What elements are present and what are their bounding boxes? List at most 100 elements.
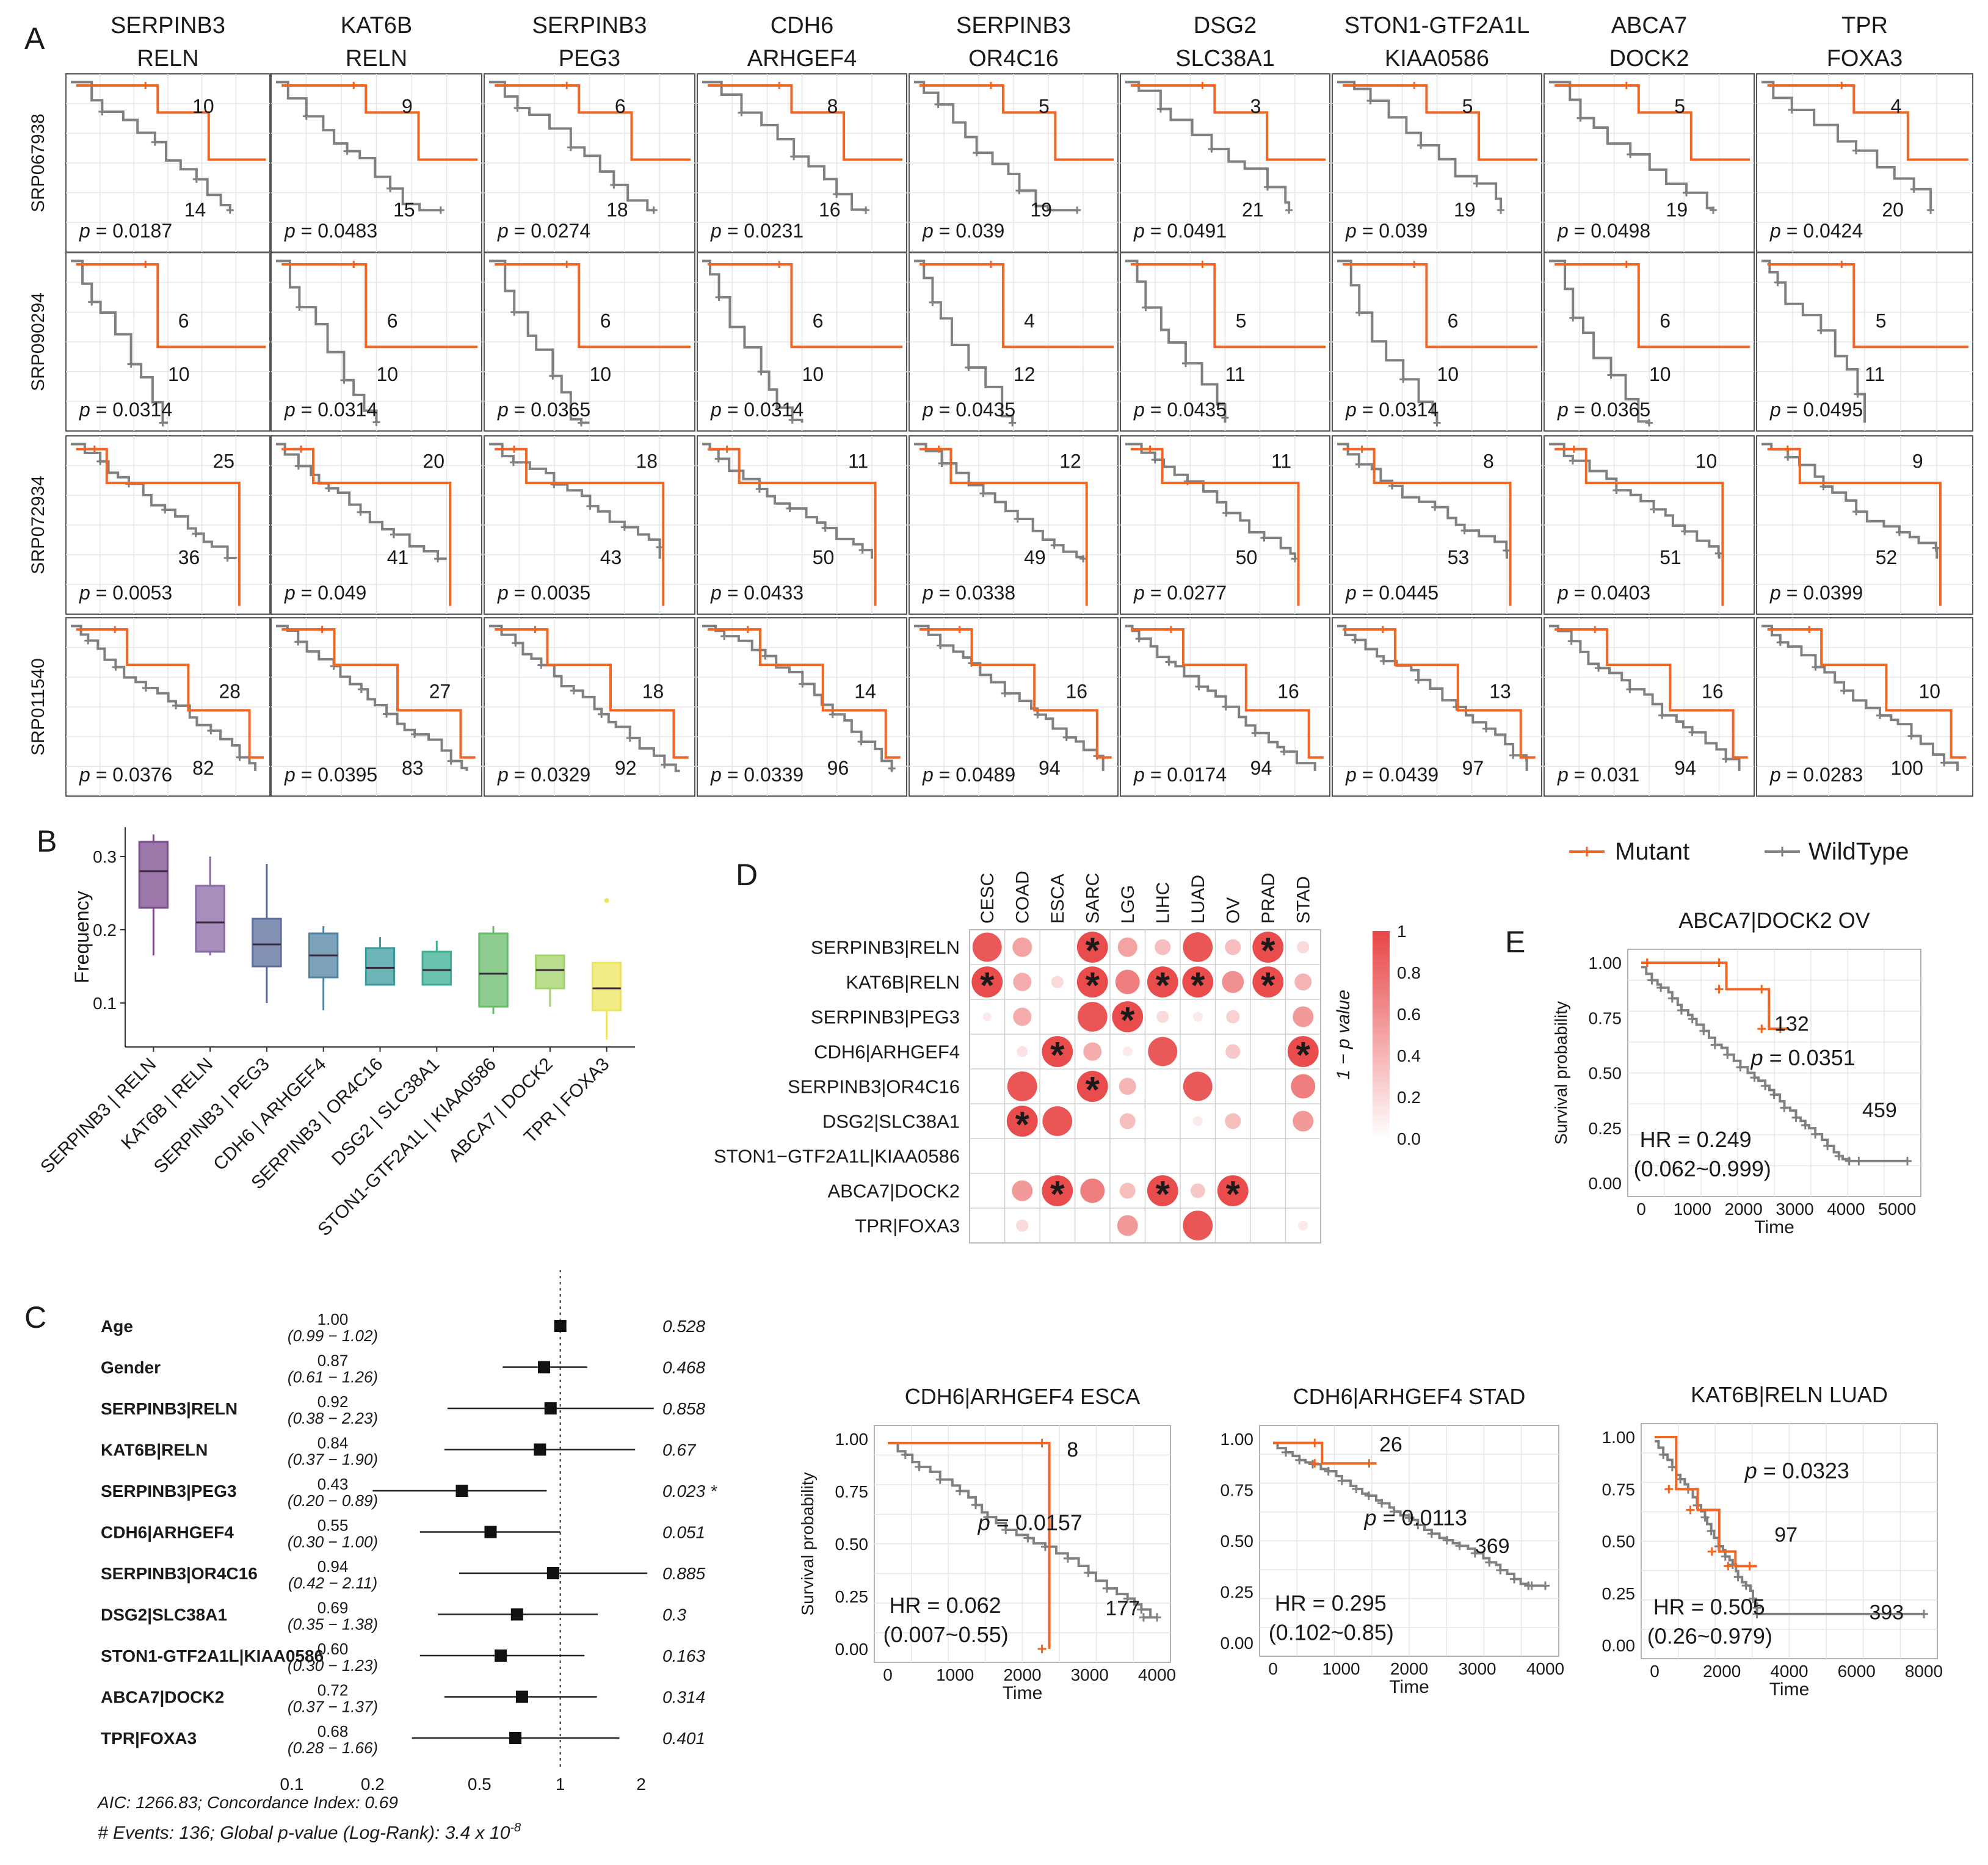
forest-row-label: Gender — [101, 1358, 161, 1377]
censor-mark — [1840, 687, 1848, 695]
mutant-curve — [1131, 263, 1326, 349]
censor-mark — [1324, 1466, 1333, 1476]
km-cell: 5 19 p = 0.039 — [1332, 73, 1542, 253]
censor-mark — [1721, 1552, 1730, 1561]
wildtype-curve — [914, 625, 1105, 771]
hazard-ratio-text: HR = 0.505 — [1653, 1595, 1765, 1620]
hazard-ratio: 0.72 — [317, 1681, 349, 1700]
censor-mark — [1496, 1566, 1505, 1575]
km-x-tick-label: 0 — [883, 1665, 893, 1684]
confidence-interval: (0.35 − 1.38) — [288, 1615, 378, 1634]
wildtype-count: 50 — [813, 546, 835, 568]
wildtype-count: 10 — [377, 363, 399, 385]
censor-mark — [1745, 1562, 1754, 1571]
heatmap-dot — [1225, 1113, 1241, 1129]
censor-mark — [1752, 1609, 1761, 1618]
censor-mark — [858, 546, 866, 554]
wildtype-count: 10 — [1649, 363, 1671, 385]
censor-mark — [786, 504, 794, 512]
hazard-ratio-text: HR = 0.295 — [1275, 1591, 1387, 1616]
censor-mark — [142, 684, 150, 692]
wildtype-curve — [276, 443, 447, 560]
censor-mark — [383, 710, 391, 718]
wildtype-curve — [71, 259, 168, 424]
censor-mark — [901, 1450, 910, 1459]
p-value: p = 0.0435 — [922, 399, 1015, 421]
censor-mark — [1907, 732, 1915, 740]
mutant-count: 10 — [1919, 680, 1941, 702]
censor-mark — [1791, 1113, 1801, 1122]
censor-mark — [223, 554, 231, 562]
heatmap-dot — [1298, 1220, 1308, 1231]
p-value: p = 0.0338 — [922, 582, 1015, 604]
row-label-dataset: SRP067938 — [28, 114, 48, 212]
km-y-tick-label: 1.00 — [1221, 1430, 1254, 1449]
forest-x-tick-label: 2 — [636, 1775, 646, 1794]
censor-mark — [1351, 636, 1359, 644]
censor-mark — [987, 82, 995, 90]
censor-mark — [1337, 1476, 1346, 1485]
wildtype-count: 100 — [1890, 757, 1923, 779]
heatmap-dot — [1287, 1036, 1319, 1067]
censor-mark — [1527, 1581, 1536, 1590]
panel-label-a: A — [24, 21, 45, 56]
censor-mark — [626, 734, 634, 742]
p-symbol: p — [1557, 582, 1569, 604]
p-number: = 0.0187 — [90, 220, 172, 242]
censor-mark — [788, 416, 796, 424]
p-value: p = 0.0274 — [497, 220, 590, 242]
significance-star: * — [1156, 965, 1170, 1006]
p-value: p = 0.049 — [284, 582, 366, 604]
p-symbol: p — [1345, 220, 1357, 242]
p-symbol: p — [1557, 764, 1569, 786]
censor-mark — [1195, 683, 1203, 690]
heatmap-dot — [1222, 971, 1244, 993]
mutant-count: 6 — [1660, 310, 1671, 332]
km-p-value: p = 0.0157 — [978, 1510, 1083, 1535]
censor-mark — [738, 109, 746, 117]
p-number: = 0.049 — [296, 582, 367, 604]
censor-mark — [1677, 1006, 1686, 1015]
colorbar-tick-label: 0.0 — [1397, 1129, 1421, 1148]
significance-star: * — [980, 965, 995, 1006]
censor-mark — [1379, 626, 1387, 634]
censor-mark — [1761, 1081, 1770, 1090]
censor-mark — [513, 104, 521, 112]
hr-marker — [510, 1608, 523, 1621]
km-cell: 16 94 p = 0.0489 — [909, 617, 1119, 797]
censor-mark — [650, 206, 658, 214]
x-tick-label: DSG2 | SLC38A1 — [328, 1054, 443, 1170]
wildtype-count: 11 — [1225, 363, 1246, 385]
p-value: p = 0.0491 — [1133, 220, 1227, 242]
km-x-tick-label: 3000 — [1458, 1659, 1496, 1678]
wildtype-count: 94 — [1674, 757, 1696, 779]
censor-mark — [821, 524, 829, 532]
heatmap-dot — [1225, 1044, 1241, 1059]
mutant-count: 6 — [1448, 310, 1459, 332]
censor-mark — [938, 460, 946, 468]
mutant-count: 10 — [192, 95, 214, 117]
heatmap-dot — [1225, 939, 1241, 955]
censor-mark — [434, 555, 442, 563]
censor-mark — [1001, 1526, 1010, 1535]
censor-mark — [350, 261, 358, 269]
wildtype-count: 393 — [1869, 1601, 1904, 1624]
mutant-curve — [708, 628, 901, 759]
wildtype-curve — [1337, 443, 1508, 559]
censor-mark — [799, 680, 807, 688]
wildtype-count: 177 — [1105, 1597, 1140, 1620]
censor-mark — [1366, 97, 1374, 105]
censor-mark — [1852, 147, 1860, 154]
km-y-tick-label: 0.00 — [1221, 1634, 1254, 1653]
censor-mark — [1838, 82, 1846, 90]
heatmap-dot — [1183, 1071, 1213, 1101]
significance-star: * — [1261, 965, 1275, 1006]
mutant-count: 16 — [1702, 680, 1724, 702]
heatmap-dot — [1217, 1175, 1249, 1206]
censor-mark — [1854, 390, 1862, 398]
p-value: p = 0.0314 — [710, 399, 804, 421]
mutant-count: 6 — [600, 310, 611, 332]
censor-mark — [1014, 515, 1021, 523]
